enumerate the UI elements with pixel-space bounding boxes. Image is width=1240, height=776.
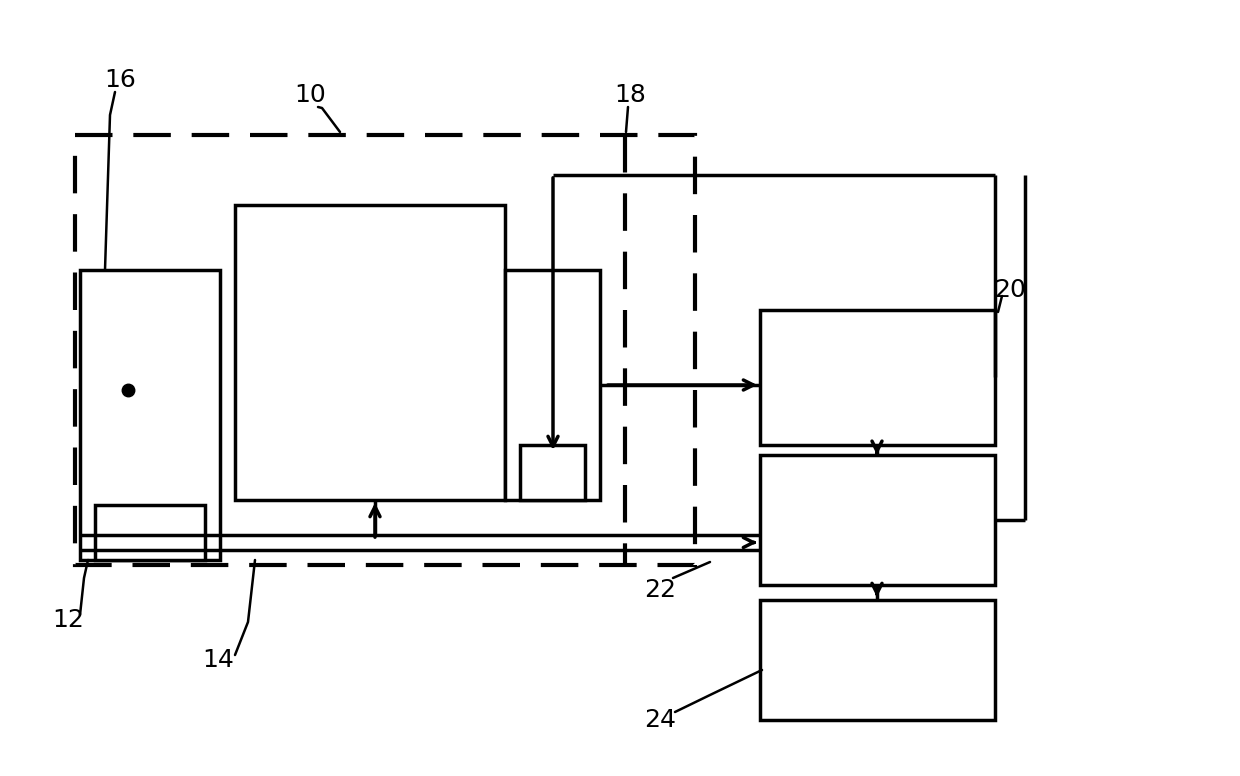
Text: 14: 14 <box>202 648 234 672</box>
Bar <box>760 455 994 585</box>
Bar <box>505 270 600 500</box>
Text: 24: 24 <box>644 708 676 732</box>
Text: 22: 22 <box>644 578 676 602</box>
Bar <box>74 135 694 565</box>
Bar <box>81 270 219 560</box>
Text: 18: 18 <box>614 83 646 107</box>
Bar <box>236 205 505 500</box>
Text: 10: 10 <box>294 83 326 107</box>
Text: 16: 16 <box>104 68 136 92</box>
Text: 20: 20 <box>994 278 1025 302</box>
Bar <box>520 445 585 500</box>
Text: 12: 12 <box>52 608 84 632</box>
Bar <box>95 505 205 560</box>
Bar <box>760 310 994 445</box>
Bar <box>760 600 994 720</box>
